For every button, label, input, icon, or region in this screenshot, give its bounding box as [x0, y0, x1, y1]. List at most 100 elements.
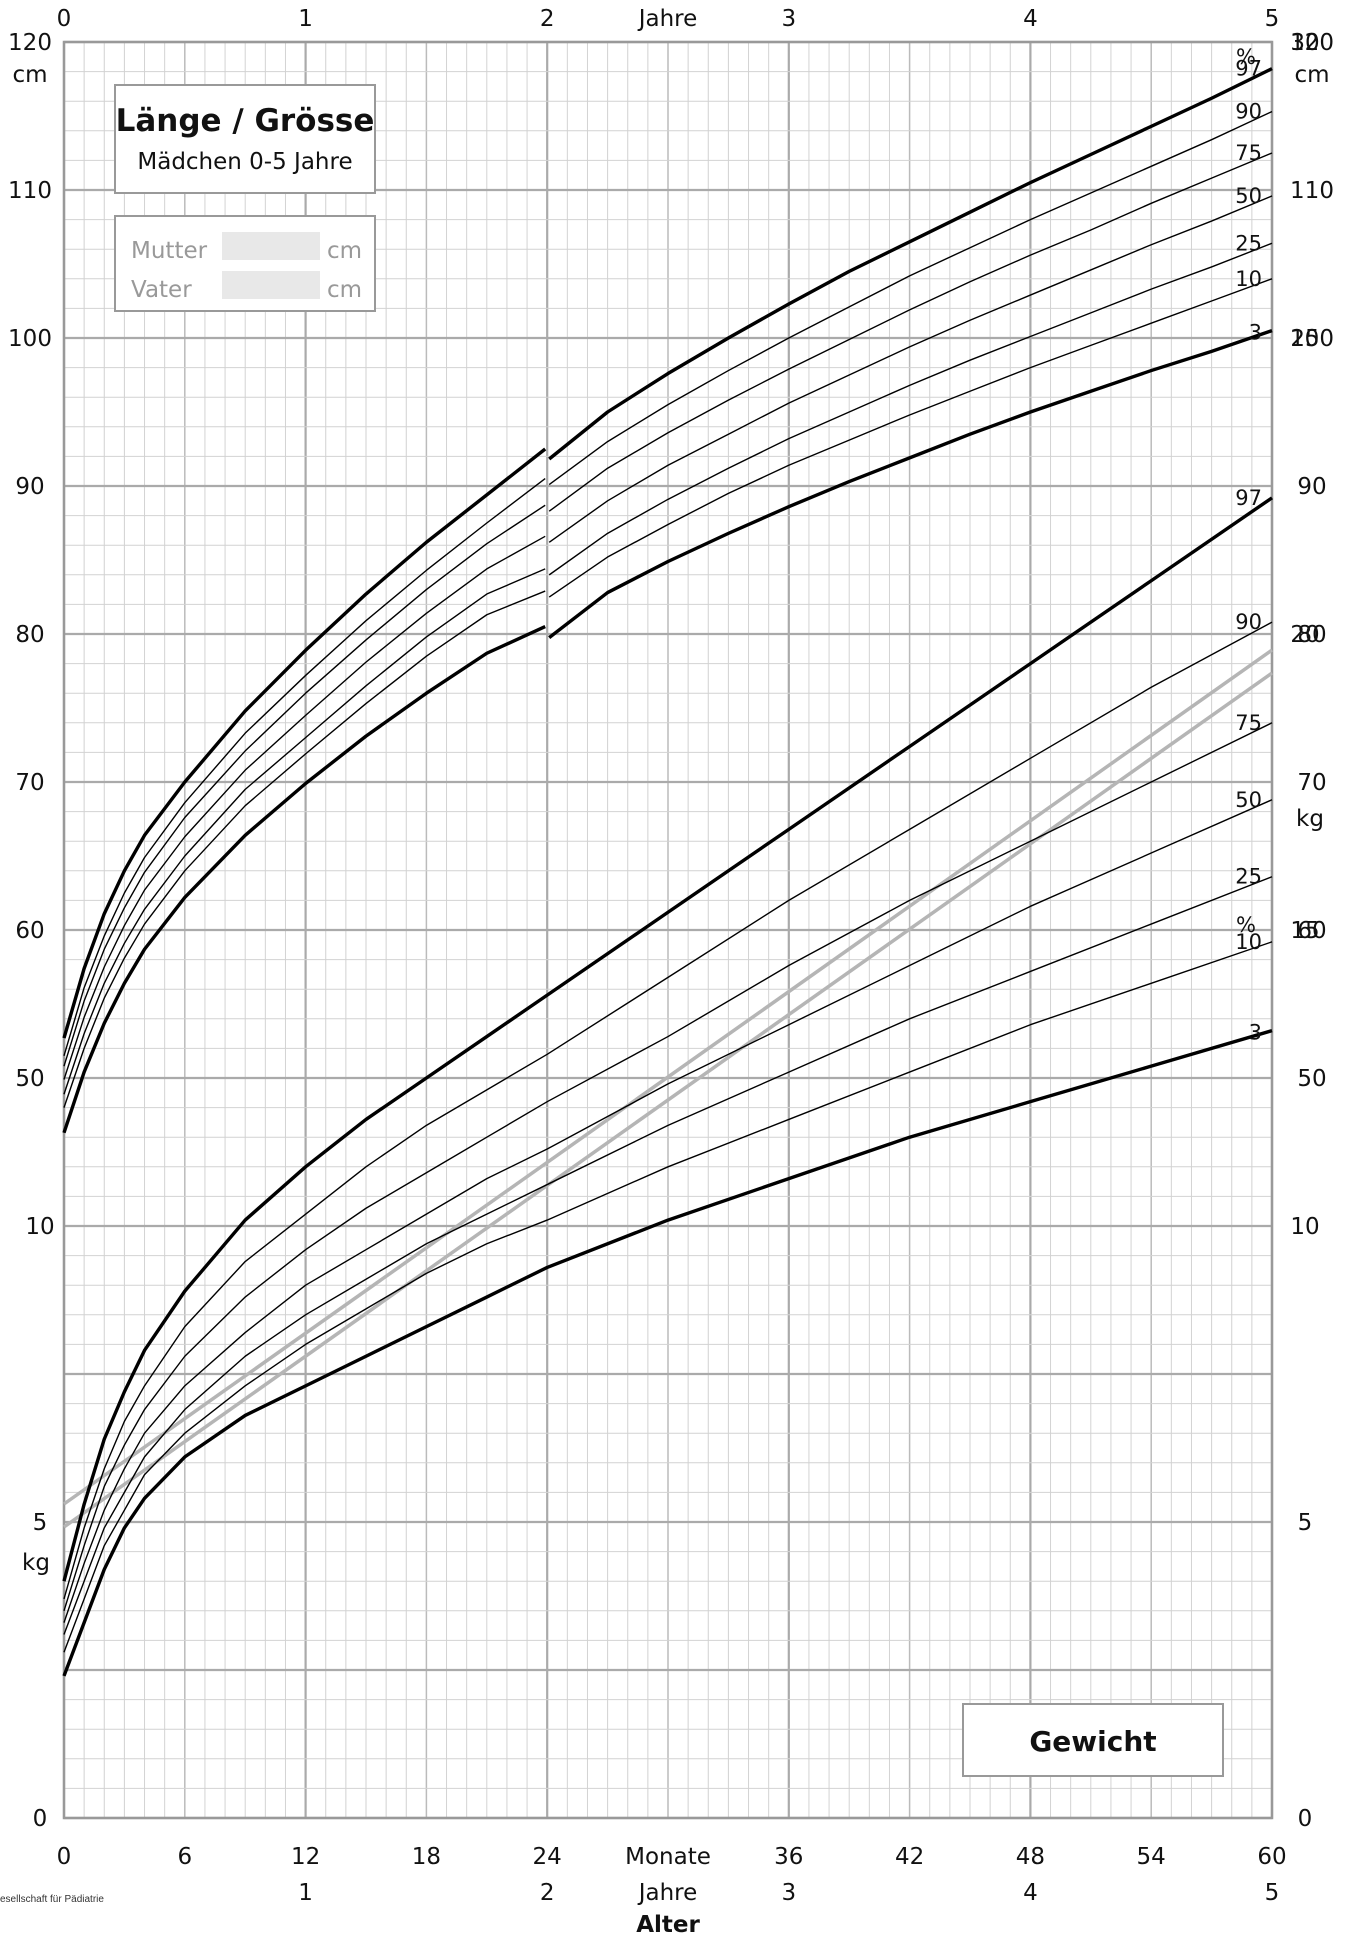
separator-line	[62, 671, 1274, 1529]
credit-text: esellschaft für Pädiatrie	[0, 1894, 104, 1905]
parents-height-box: Mutter cm Vater cm	[114, 215, 376, 312]
weight-box: Gewicht	[962, 1703, 1224, 1777]
length-curve-p3	[548, 328, 1273, 639]
year-tick-label-top: 2	[540, 6, 555, 32]
weight-percentile-label: 10	[1235, 930, 1262, 954]
age-axis-title: Alter	[636, 1912, 700, 1937]
month-tick-label: 18	[412, 1844, 441, 1870]
weight-percentile-label: 90	[1235, 610, 1262, 634]
length-percentile-label: 50	[1235, 184, 1262, 208]
father-label: Vater	[131, 277, 192, 303]
weight-tick-left: 0	[33, 1806, 48, 1832]
month-tick-label: 54	[1137, 1844, 1166, 1870]
mother-height-field[interactable]	[222, 232, 320, 260]
weight-title: Gewicht	[1029, 1725, 1156, 1758]
weight-percent-sign: %	[1236, 913, 1256, 937]
year-tick-label-bottom: 2	[540, 1880, 555, 1906]
length-curve-p10	[548, 278, 1273, 598]
year-tick-label-bottom: 4	[1023, 1880, 1038, 1906]
month-tick-label: 42	[895, 1844, 924, 1870]
length-tick-left: 120	[8, 30, 52, 56]
weight-percentile-label: 25	[1235, 865, 1262, 889]
year-tick-label-top: 5	[1265, 6, 1280, 32]
length-curve-p97	[548, 67, 1273, 461]
length-unit-left: cm	[12, 62, 47, 88]
length-percentile-label: 25	[1235, 231, 1262, 255]
weight-unit-left: kg	[22, 1550, 50, 1576]
month-tick-label: 24	[533, 1844, 562, 1870]
month-tick-label: 48	[1016, 1844, 1045, 1870]
length-tick-left: 110	[8, 178, 52, 204]
length-curve-p3	[62, 625, 546, 1134]
weight-tick-right: 25	[1290, 326, 1319, 352]
weight-tick-right: 10	[1290, 1214, 1319, 1240]
weight-tick-left: 10	[25, 1214, 54, 1240]
length-tick-left: 60	[15, 918, 44, 944]
separator-line	[62, 648, 1274, 1506]
length-tick-left: 90	[15, 474, 44, 500]
length-tick-left: 50	[15, 1066, 44, 1092]
length-tick-left: 80	[15, 622, 44, 648]
year-tick-label-top: 0	[57, 6, 72, 32]
weight-tick-right: 5	[1298, 1510, 1313, 1536]
length-percent-sign: %	[1236, 45, 1256, 69]
title-box: Länge / Grösse Mädchen 0-5 Jahre	[114, 84, 376, 194]
length-curve-p75	[63, 504, 546, 1067]
length-percentile-label: 90	[1235, 100, 1262, 124]
length-tick-left: 100	[8, 326, 52, 352]
chart-subtitle: Mädchen 0-5 Jahre	[137, 149, 352, 175]
length-tick-right: 100	[1290, 326, 1334, 352]
length-curve-p25	[63, 568, 546, 1095]
weight-curve-p3	[62, 1029, 1273, 1677]
weight-curve-p50	[63, 799, 1273, 1623]
length-percentile-label: 10	[1235, 267, 1262, 291]
weight-curve-p90	[63, 621, 1273, 1600]
month-tick-label: 0	[57, 1844, 72, 1870]
years-axis-label-bottom: Jahre	[637, 1880, 698, 1906]
chart-title: Länge / Grösse	[116, 103, 375, 139]
weight-curve-p25	[63, 876, 1273, 1635]
weight-tick-right: 15	[1290, 918, 1319, 944]
mother-unit: cm	[327, 238, 362, 264]
length-curve-p90	[63, 478, 546, 1056]
mother-label: Mutter	[131, 238, 208, 264]
month-tick-label: 6	[177, 1844, 192, 1870]
plot-frame	[62, 40, 1274, 1820]
scale-separator-bands	[62, 648, 1274, 1529]
length-tick-right: 60	[1297, 918, 1326, 944]
length-tick-right: 80	[1297, 622, 1326, 648]
length-curve-p10	[63, 590, 546, 1108]
year-tick-label-bottom: 3	[781, 1880, 796, 1906]
month-tick-label: 12	[291, 1844, 320, 1870]
length-curve-p50	[63, 535, 546, 1080]
length-tick-left: 70	[15, 770, 44, 796]
length-curve-p25	[548, 242, 1273, 576]
month-tick-label: 36	[774, 1844, 803, 1870]
length-curve-p75	[548, 152, 1273, 512]
weight-tick-right: 0	[1298, 1806, 1313, 1832]
months-axis-label: Monate	[625, 1844, 711, 1870]
length-tick-right: 110	[1290, 178, 1334, 204]
length-percentile-label: 97	[1235, 57, 1262, 81]
year-tick-label-bottom: 1	[298, 1880, 313, 1906]
weight-tick-right: 30	[1290, 30, 1319, 56]
length-percentile-label: 75	[1235, 141, 1262, 165]
weight-tick-right: 20	[1290, 622, 1319, 648]
weight-percentile-label: 3	[1249, 1021, 1262, 1045]
year-tick-label-top: 1	[298, 6, 313, 32]
percentile-curves	[62, 67, 1273, 1677]
year-tick-label-bottom: 5	[1265, 1880, 1280, 1906]
length-curve-p90	[548, 110, 1273, 486]
father-height-field[interactable]	[222, 271, 320, 299]
weight-curve-p75	[63, 722, 1273, 1612]
length-curve-p50	[548, 195, 1273, 543]
father-unit: cm	[327, 277, 362, 303]
weight-percentile-label: 97	[1235, 486, 1262, 510]
length-unit-right: cm	[1294, 62, 1329, 88]
weight-curve-p10	[63, 941, 1273, 1653]
length-percentile-label: 3	[1249, 321, 1262, 345]
length-tick-right: 120	[1290, 30, 1334, 56]
weight-curve-p97	[62, 496, 1273, 1582]
year-tick-label-top: 3	[781, 6, 796, 32]
